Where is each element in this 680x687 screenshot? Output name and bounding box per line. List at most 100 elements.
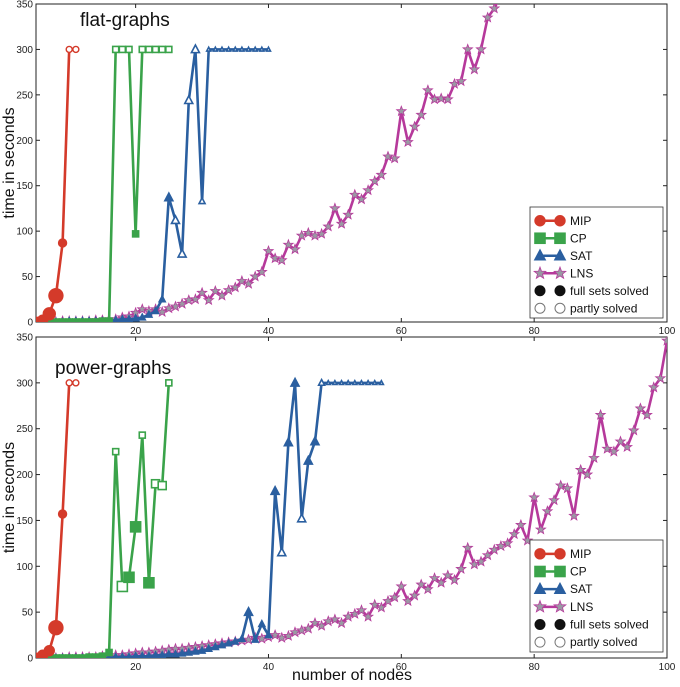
data-point-sat — [197, 196, 207, 205]
y-tick-label: 150 — [16, 181, 33, 192]
data-point-mip — [48, 287, 64, 304]
x-tick-label: 80 — [529, 662, 541, 673]
data-point-sat — [317, 377, 326, 387]
data-point-lns — [495, 539, 507, 552]
data-point-sat — [303, 454, 314, 465]
y-tick-label: 350 — [16, 0, 33, 11]
data-point-cp — [85, 318, 93, 322]
data-point-sat — [151, 306, 160, 315]
data-point-lns — [342, 610, 354, 622]
legend-marker — [553, 581, 567, 594]
data-point-sat — [269, 484, 281, 496]
data-point-sat — [138, 651, 146, 658]
data-point-cp — [91, 318, 100, 322]
series-mip — [36, 379, 80, 658]
series-line-lns — [36, 4, 498, 322]
data-point-sat — [164, 649, 174, 658]
data-point-lns — [262, 244, 275, 257]
data-point-lns — [189, 293, 202, 305]
data-point-cp — [125, 45, 133, 54]
y-axis-label: time in seconds — [1, 107, 18, 218]
data-point-lns — [136, 303, 149, 315]
y-axis-label: time in seconds — [1, 442, 18, 553]
data-point-sat — [378, 378, 385, 386]
data-point-lns — [608, 445, 620, 457]
data-point-lns — [455, 562, 467, 575]
y-tick-label: 0 — [27, 318, 33, 329]
data-point-sat — [224, 638, 233, 647]
data-point-mip — [43, 644, 55, 657]
panel-title: flat-graphs — [80, 10, 170, 31]
legend-marker — [554, 215, 566, 227]
data-point-lns — [282, 238, 295, 250]
data-point-sat — [245, 45, 252, 52]
data-point-cp — [116, 580, 129, 593]
data-point-lns — [315, 227, 328, 239]
y-tick-label: 350 — [16, 333, 33, 344]
data-point-lns — [222, 284, 235, 296]
series-layer — [36, 337, 667, 658]
data-point-sat — [171, 649, 180, 658]
data-point-sat — [176, 247, 188, 258]
data-point-cp — [52, 654, 60, 658]
y-tick-label: 250 — [16, 90, 33, 101]
data-point-lns — [349, 607, 361, 619]
data-point-lns — [415, 578, 428, 590]
legend-label: SAT — [570, 582, 593, 596]
data-point-lns — [295, 229, 308, 241]
data-point-lns — [442, 93, 454, 105]
data-point-cp — [151, 45, 160, 54]
legend-label: partly solved — [570, 301, 637, 315]
data-point-sat — [132, 651, 140, 658]
data-point-lns — [355, 193, 368, 205]
data-point-sat — [145, 651, 153, 658]
data-point-lns — [521, 534, 534, 546]
data-point-sat — [177, 648, 187, 657]
data-point-cp — [85, 653, 93, 658]
legend-marker — [533, 248, 547, 261]
data-point-lns — [322, 220, 335, 232]
data-point-cp — [105, 648, 113, 657]
data-point-lns — [362, 184, 375, 196]
data-point-sat — [231, 45, 239, 52]
legend-label: SAT — [570, 249, 593, 263]
legend-label: MIP — [570, 547, 591, 561]
data-point-sat — [106, 652, 112, 658]
data-point-lns — [249, 270, 261, 282]
data-point-sat — [211, 641, 220, 651]
series-cp — [36, 379, 173, 658]
data-point-lns — [435, 92, 447, 104]
y-tick-label: 100 — [16, 562, 33, 573]
legend-marker — [553, 599, 567, 613]
data-point-sat — [225, 45, 232, 52]
legend-marker — [534, 302, 546, 314]
data-point-sat — [124, 314, 134, 322]
data-point-lns — [302, 226, 315, 238]
legend-label: MIP — [570, 214, 591, 228]
data-point-lns — [415, 108, 428, 120]
data-point-lns — [534, 523, 547, 535]
data-point-sat — [157, 294, 167, 303]
data-point-sat — [190, 43, 201, 54]
data-point-cp — [58, 318, 67, 322]
plot-frame — [35, 336, 668, 659]
data-point-sat — [283, 436, 294, 447]
data-point-cp — [118, 45, 127, 54]
data-point-sat — [137, 312, 147, 321]
legend-label: LNS — [570, 600, 593, 614]
data-point-lns — [368, 598, 381, 610]
data-point-cp — [52, 318, 60, 322]
panel-power-graphs: 0 50 100 150 200 250 300 350 20 40 60 80 100 time in … — [1, 333, 676, 674]
data-point-lns — [561, 482, 574, 494]
data-point-lns — [375, 601, 388, 613]
data-point-sat — [217, 640, 227, 649]
data-point-lns — [275, 254, 288, 266]
data-point-lns — [169, 300, 182, 312]
data-point-lns — [455, 75, 467, 87]
data-point-mip — [72, 379, 80, 387]
data-point-lns — [468, 558, 481, 570]
data-point-sat — [238, 45, 246, 52]
data-point-sat — [158, 650, 167, 658]
data-point-mip — [65, 379, 73, 387]
series-line-mip — [36, 381, 76, 658]
